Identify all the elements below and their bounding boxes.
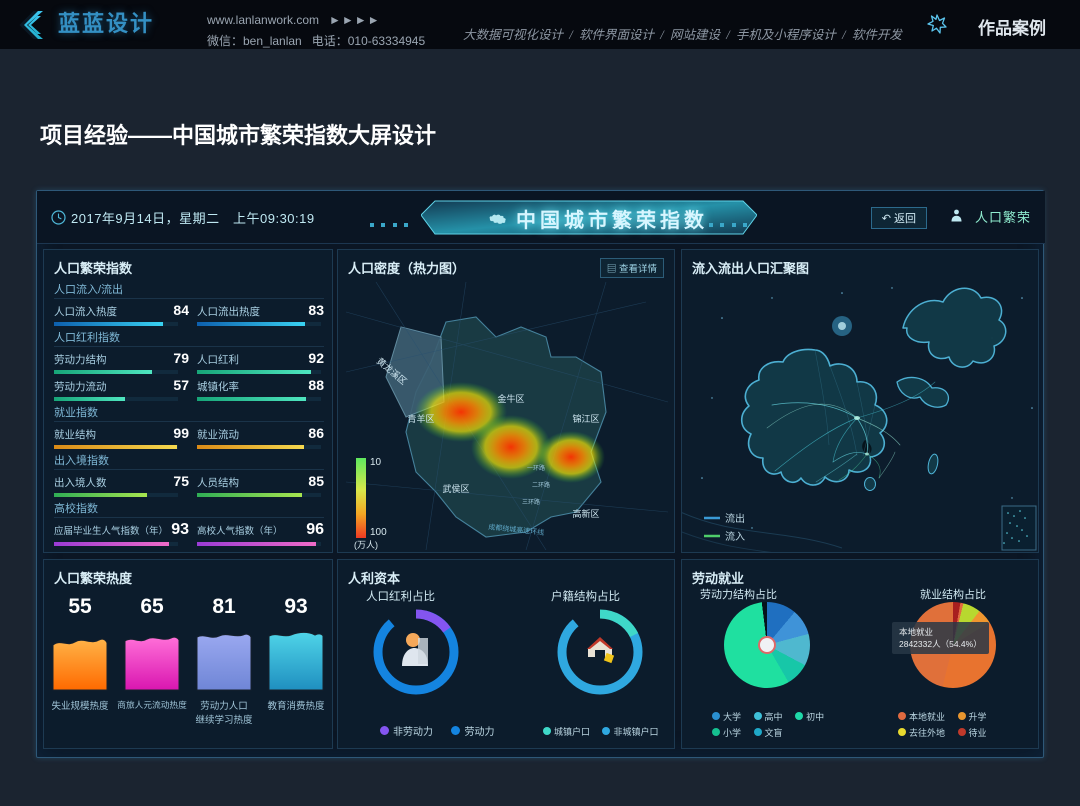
svg-text:一环路: 一环路 — [527, 464, 545, 472]
svg-text:高新区: 高新区 — [572, 508, 599, 519]
svg-text:(万人): (万人) — [354, 540, 378, 550]
svg-text:100: 100 — [370, 527, 387, 538]
svg-text:金牛区: 金牛区 — [497, 393, 524, 404]
svg-text:流入: 流入 — [725, 530, 745, 543]
svg-text:二环路: 二环路 — [532, 481, 550, 489]
svg-text:锦江区: 锦江区 — [572, 413, 599, 424]
svg-text:流出: 流出 — [725, 512, 745, 525]
svg-text:青羊区: 青羊区 — [407, 413, 434, 424]
svg-text:10: 10 — [370, 457, 382, 468]
svg-text:武侯区: 武侯区 — [442, 483, 469, 494]
svg-text:三环路: 三环路 — [522, 498, 540, 506]
